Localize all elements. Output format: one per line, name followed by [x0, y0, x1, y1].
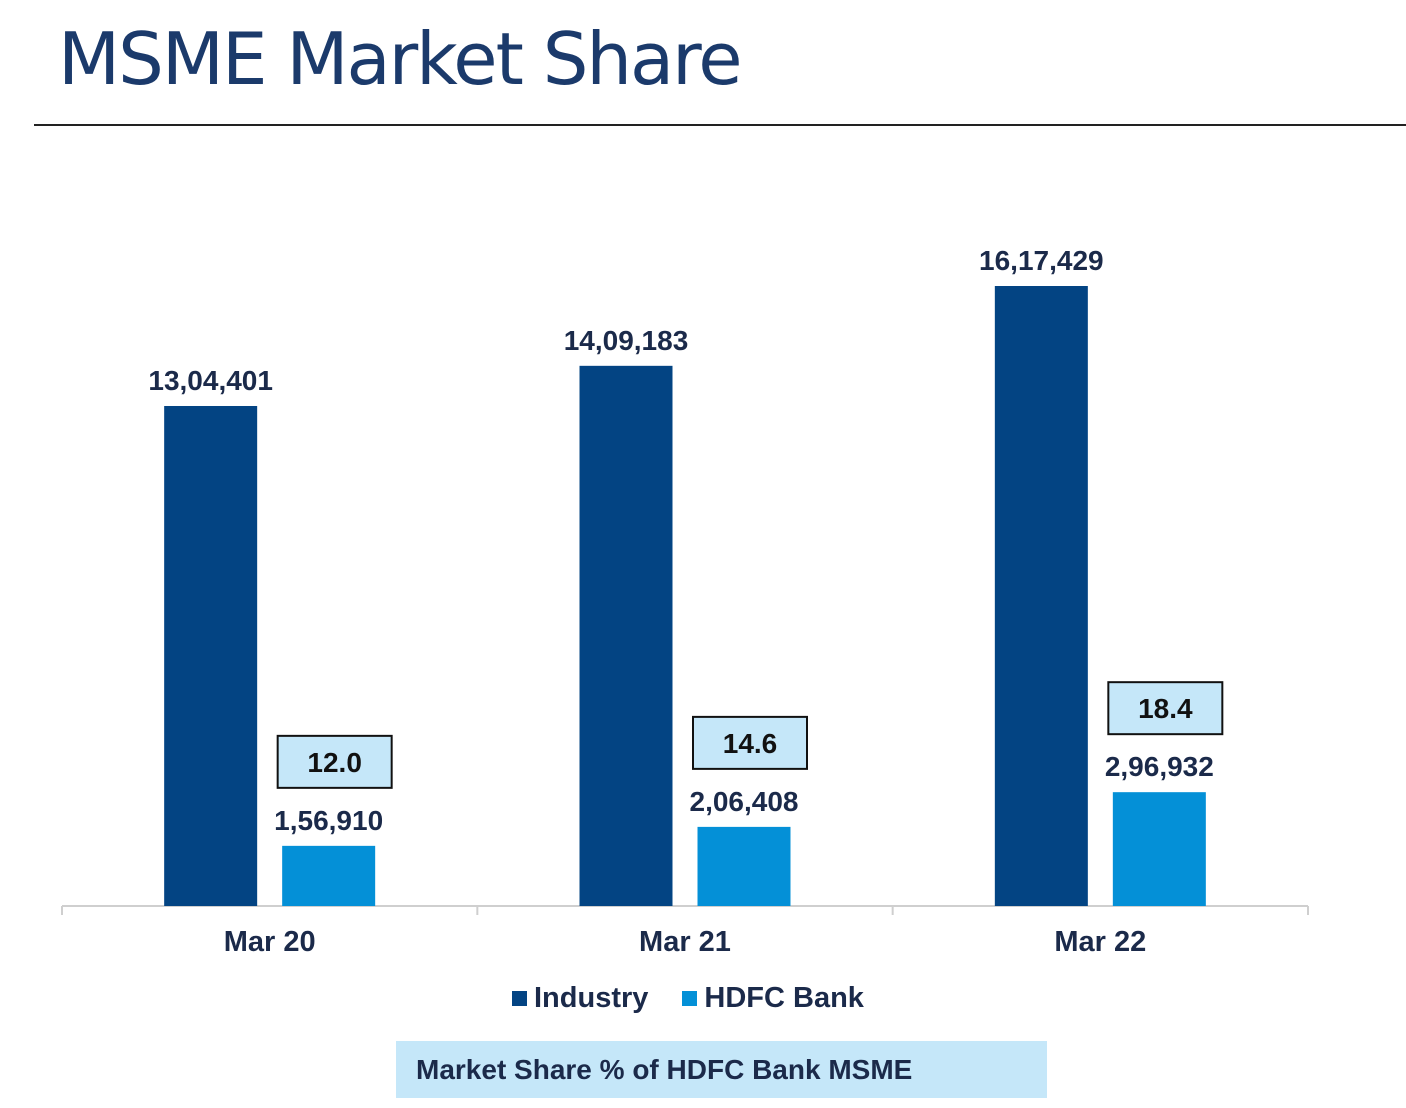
- bar-chart: 13,04,401 1,56,910 12.0 Mar 20 14,09,183 2,06…: [61, 245, 1309, 958]
- data-label-hdfc-bank-mar-21: 2,06,408: [690, 786, 799, 817]
- legend-swatch-industry: [512, 991, 527, 1006]
- market-share-callout-mar-21: [692, 715, 808, 770]
- legend-item-industry: Industry: [512, 982, 648, 1015]
- market-share-label-mar-21: 14.6: [723, 728, 778, 759]
- legend-item-hdfc-bank: HDFC Bank: [682, 982, 864, 1015]
- bar-industry-mar-20: [164, 405, 258, 906]
- data-label-industry-mar-21: 14,09,183: [564, 325, 689, 356]
- market-share-label-mar-22: 18.4: [1138, 693, 1193, 724]
- bar-industry-mar-22: [994, 286, 1088, 906]
- bar-hdfc-bank-mar-21: [697, 826, 791, 906]
- market-share-footnote: Market Share % of HDFC Bank MSME: [396, 1041, 1047, 1098]
- market-share-callout-mar-22: [1107, 681, 1224, 736]
- bar-industry-mar-21: [579, 365, 673, 906]
- market-share-callout-mar-20: [276, 734, 393, 789]
- footnote-text: Market Share % of HDFC Bank MSME: [416, 1053, 913, 1085]
- market-share-label-mar-20: 12.0: [307, 747, 362, 778]
- data-label-industry-mar-22: 16,17,429: [979, 245, 1104, 276]
- legend-swatch-hdfc-bank: [682, 991, 698, 1006]
- bar-hdfc-bank-mar-20: [282, 845, 376, 906]
- data-label-industry-mar-20: 13,04,401: [148, 365, 273, 396]
- legend-label-industry: Industry: [534, 982, 649, 1014]
- x-tick-label-mar-20: Mar 20: [224, 926, 316, 958]
- data-label-hdfc-bank-mar-22: 2,96,932: [1105, 751, 1214, 782]
- chart-legend: Industry HDFC Bank: [512, 982, 898, 1015]
- page-title: MSME Market Share: [58, 17, 742, 101]
- legend-label-hdfc-bank: HDFC Bank: [704, 982, 864, 1014]
- x-tick-label-mar-22: Mar 22: [1054, 926, 1146, 958]
- data-label-hdfc-bank-mar-20: 1,56,910: [274, 805, 383, 836]
- x-tick-label-mar-21: Mar 21: [639, 926, 731, 958]
- title-divider: [34, 124, 1406, 126]
- bar-hdfc-bank-mar-22: [1112, 792, 1206, 906]
